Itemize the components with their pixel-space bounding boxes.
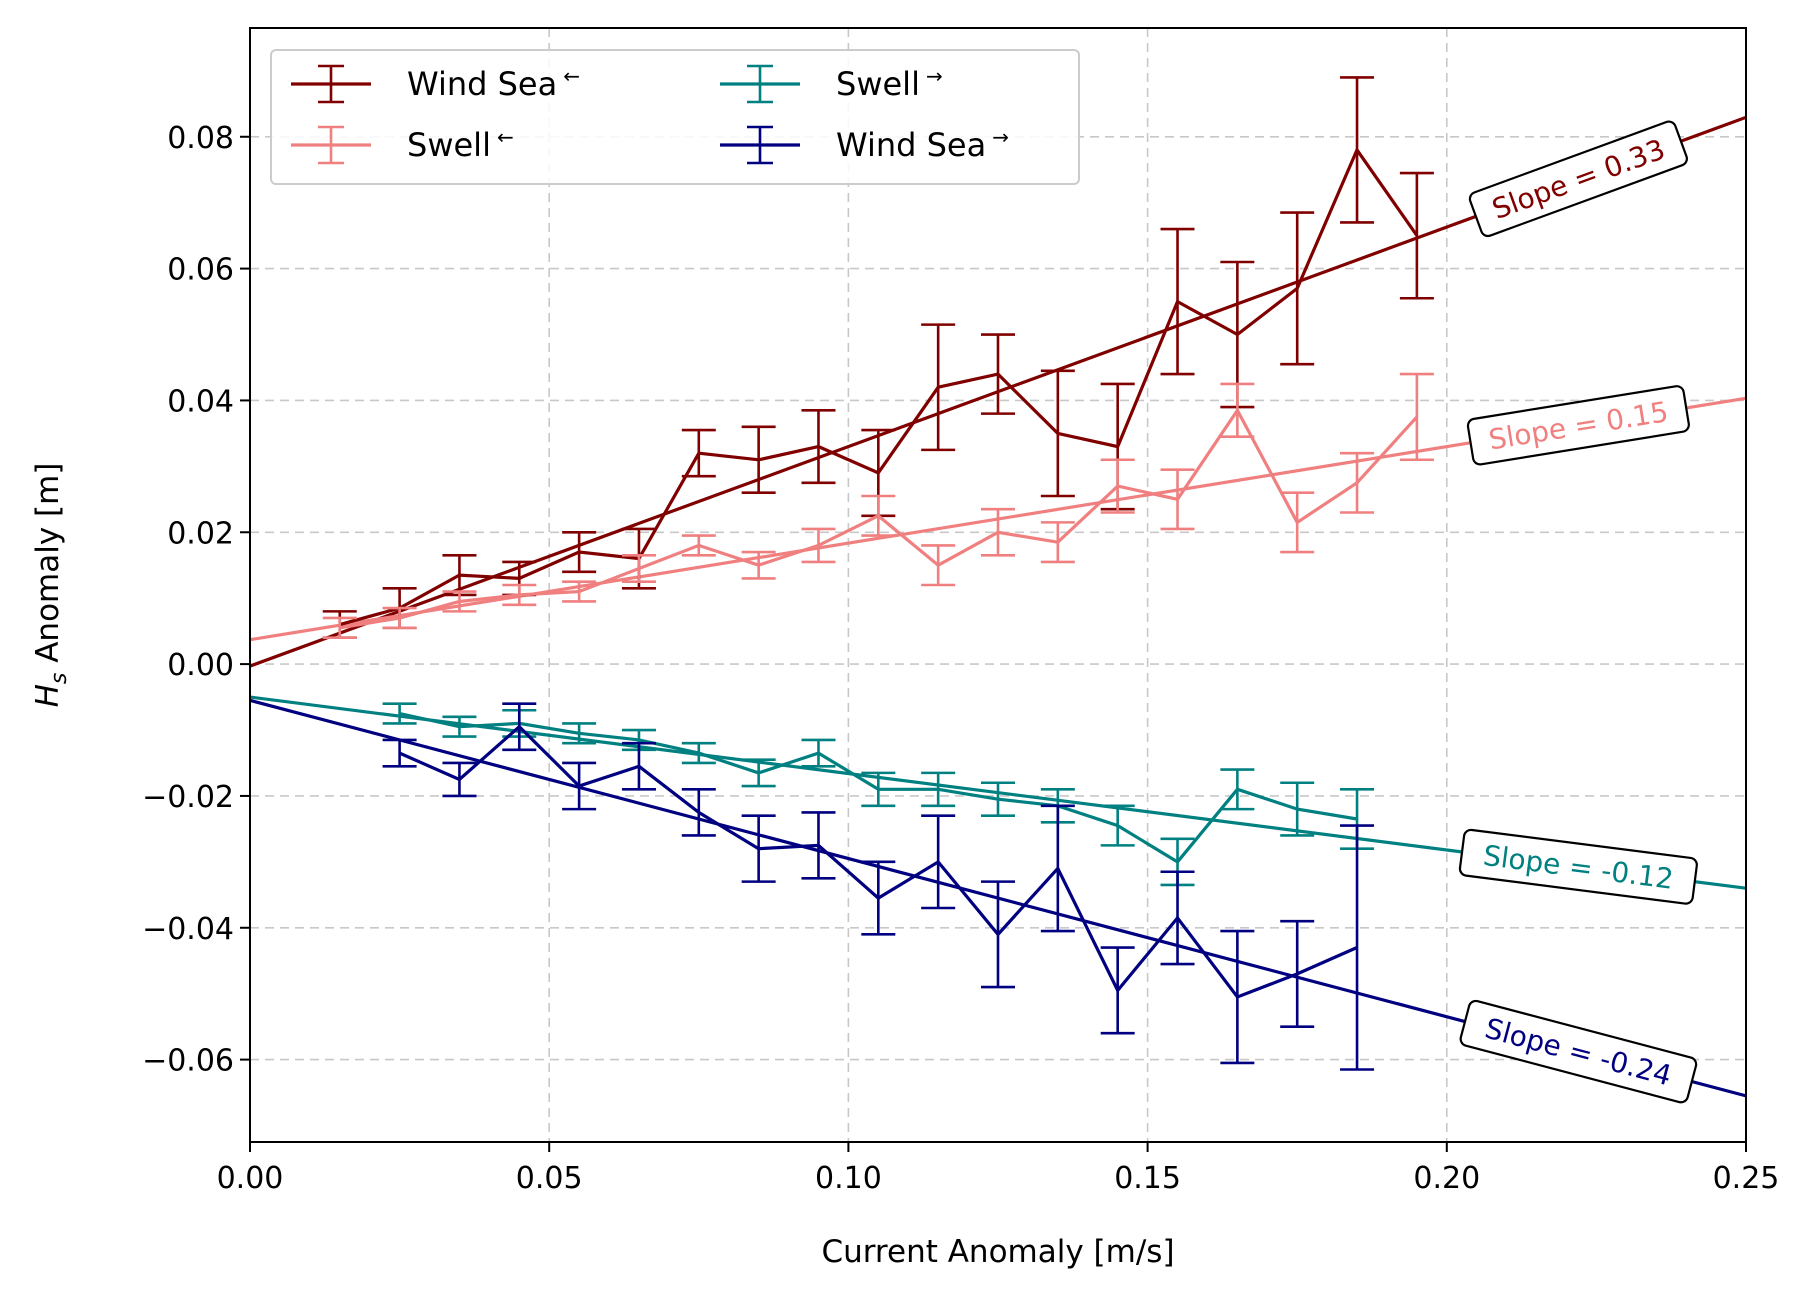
slope-label-box	[1466, 385, 1690, 466]
legend-label-name: Swell	[407, 126, 491, 164]
legend-label-name: Wind Sea	[836, 126, 986, 164]
legend-label-name: Wind Sea	[407, 65, 557, 103]
slope-label-box	[1459, 999, 1698, 1104]
x-tick-label: 0.10	[815, 1161, 882, 1196]
x-axis-ticks: 0.00 0.05 0.10 0.15 0.20 0.25	[217, 1142, 1780, 1196]
y-tick-label: 0.02	[167, 516, 234, 551]
legend-frame	[270, 49, 1080, 185]
series-group	[322, 372, 1434, 640]
y-axis-label: Hs Anomaly [m]	[30, 463, 72, 708]
series-group	[382, 702, 1375, 887]
legend: Wind Sea ←Swell ←Swell →Wind Sea →	[270, 49, 1080, 185]
legend-label: Wind Sea ←	[407, 64, 580, 103]
y-axis-label-subscript: s	[47, 673, 72, 684]
legend-label-arrow: →	[992, 125, 1009, 149]
legend-label-name: Swell	[836, 65, 920, 103]
x-tick-label: 0.00	[217, 1161, 284, 1196]
slope-label-box	[1458, 828, 1698, 905]
y-tick-label: 0.04	[167, 384, 234, 419]
data-series	[322, 76, 1434, 1071]
legend-label-arrow: ←	[563, 64, 580, 88]
y-axis-ticks: −0.06 −0.04 −0.02 0.00 0.02 0.04 0.06 0.08	[142, 121, 250, 1079]
legend-label: Swell →	[836, 64, 943, 103]
legend-label-arrow: ←	[497, 125, 514, 149]
x-axis-label: Current Anomaly [m/s]	[821, 1234, 1174, 1270]
plot-frame	[249, 27, 1747, 1143]
y-axis-label-suffix: Anomaly [m]	[30, 463, 66, 673]
legend-item: Wind Sea ←	[291, 64, 580, 104]
x-tick-label: 0.20	[1413, 1161, 1480, 1196]
x-tick-label: 0.25	[1713, 1161, 1780, 1196]
x-tick-label: 0.05	[516, 1161, 583, 1196]
y-tick-label: 0.00	[167, 648, 234, 683]
y-tick-label: −0.02	[142, 780, 234, 815]
y-tick-label: −0.06	[142, 1044, 234, 1079]
legend-item: Wind Sea →	[720, 125, 1009, 165]
legend-label-arrow: →	[926, 64, 943, 88]
legend-item: Swell →	[720, 64, 943, 104]
x-tick-label: 0.15	[1114, 1161, 1181, 1196]
series-group	[322, 76, 1434, 640]
legend-item: Swell ←	[291, 125, 514, 165]
y-tick-label: 0.06	[167, 253, 234, 288]
series-group	[382, 702, 1375, 1071]
y-tick-label: −0.04	[142, 912, 234, 947]
y-axis-label-prefix: H	[30, 684, 66, 707]
slope-label-box	[1468, 120, 1688, 238]
legend-label: Wind Sea →	[836, 125, 1009, 164]
legend-label: Swell ←	[407, 125, 514, 164]
y-tick-label: 0.08	[167, 121, 234, 156]
